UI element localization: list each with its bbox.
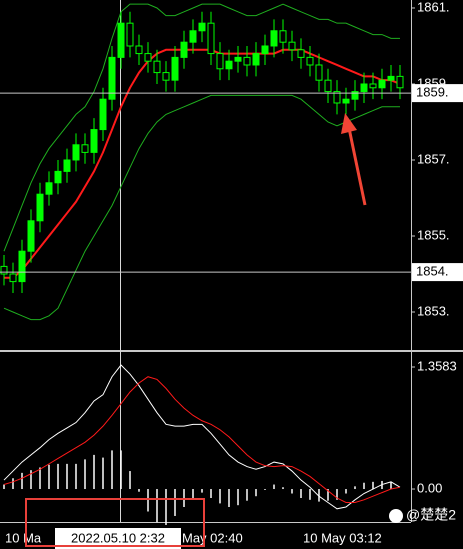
candle-body [243, 56, 251, 66]
candle-body [45, 182, 53, 195]
candle-body [36, 193, 44, 222]
price-line-box [412, 84, 463, 103]
candle-body [198, 22, 206, 32]
candle-body [315, 64, 323, 81]
crosshair-time-box [55, 528, 181, 549]
y-tick-label: 1853. [417, 303, 450, 318]
candle-body [207, 22, 215, 55]
candle-body [27, 220, 35, 252]
candle-body [306, 56, 314, 66]
indicator-line [4, 48, 401, 279]
candle-body [9, 273, 17, 283]
indicator-line [3, 3, 400, 252]
x-label: 10 May 03:12 [303, 530, 382, 545]
candle-body [396, 75, 404, 89]
candle-body [378, 79, 386, 89]
macd-line [3, 364, 401, 510]
candle-body [261, 45, 269, 55]
x-label: 10 Ma [5, 530, 42, 545]
y-tick-label: 1861. [417, 0, 450, 14]
arrow-head [341, 113, 357, 134]
candle-body [117, 22, 125, 58]
candle-body [126, 22, 134, 47]
arrow-shaft [347, 127, 367, 206]
candle-body [234, 56, 242, 62]
candle-body [0, 265, 8, 275]
candle-body [171, 56, 179, 81]
indicator-line [3, 94, 400, 321]
y-tick-label: 1855. [417, 227, 450, 242]
crosshair-line-box [412, 263, 463, 282]
price-line-label: 1859. [416, 85, 449, 100]
candle-body [90, 129, 98, 153]
candle-body [54, 170, 62, 184]
candle-body [18, 250, 26, 283]
candle-body [324, 79, 332, 93]
candle-body [279, 30, 287, 43]
watermark-logo [389, 509, 403, 523]
candle-body [351, 91, 359, 100]
candle-body [99, 98, 107, 131]
candle-body [81, 144, 89, 153]
candle-body [342, 98, 350, 104]
x-label: May 02:40 [182, 530, 243, 545]
crosshair-line-label: 1854. [416, 264, 449, 279]
candle-body [297, 49, 305, 58]
candle-body [216, 53, 224, 70]
candle-body [369, 83, 377, 89]
candle-body [144, 53, 152, 62]
candle-body [72, 144, 80, 161]
y-tick-label: 1857. [417, 151, 450, 166]
candle-body [180, 41, 188, 58]
candle-body [162, 72, 170, 81]
candle-body [153, 60, 161, 74]
candle-body [360, 83, 368, 93]
y-tick-label: 1.3583 [417, 358, 457, 373]
candle-body [63, 159, 71, 172]
highlight-box [25, 498, 205, 547]
candle-body [252, 53, 260, 66]
candle-body [288, 41, 296, 51]
candle-body [108, 56, 116, 100]
candle-body [225, 60, 233, 70]
candle-body [333, 91, 341, 104]
candle-body [387, 75, 395, 81]
watermark: @楚楚2 [406, 507, 456, 523]
macd-line [3, 376, 401, 504]
candle-body [270, 30, 278, 47]
y-tick-label: 0.00 [417, 480, 442, 495]
crosshair-time: 2022.05.10 2:32 [71, 530, 165, 545]
candle-body [189, 30, 197, 43]
candle-body [135, 45, 143, 55]
